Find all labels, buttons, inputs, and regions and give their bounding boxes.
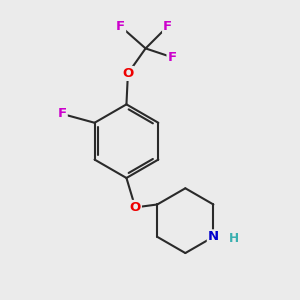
Text: F: F: [58, 107, 67, 120]
Text: O: O: [130, 201, 141, 214]
Text: O: O: [122, 67, 134, 80]
Text: F: F: [116, 20, 125, 33]
Text: H: H: [229, 232, 239, 245]
Text: N: N: [208, 230, 219, 243]
Text: F: F: [167, 51, 177, 64]
Text: F: F: [163, 20, 172, 33]
